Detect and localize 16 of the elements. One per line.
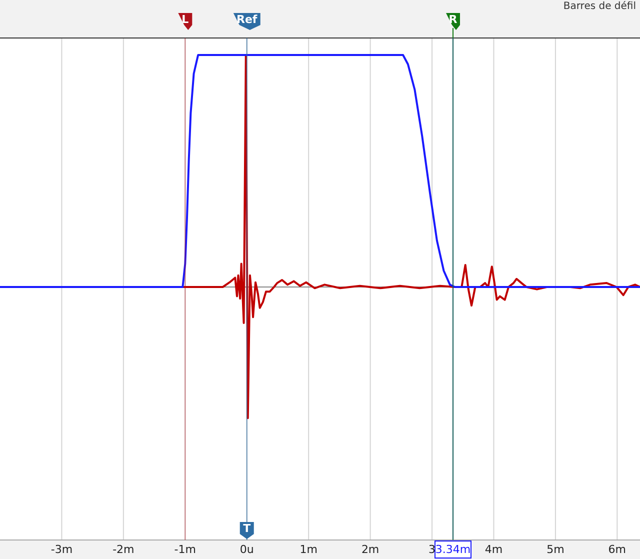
- ref-line-label: L: [182, 13, 189, 26]
- x-tick-label: 2m: [361, 543, 380, 556]
- ref-line-label: 3.34m: [435, 543, 471, 556]
- ref-line-label: T: [243, 522, 252, 535]
- x-tick-label: 6m: [608, 543, 626, 556]
- x-tick-label: 0u: [240, 543, 254, 556]
- x-tick-label: 1m: [300, 543, 318, 556]
- x-tick-label: -1m: [174, 543, 196, 556]
- x-tick-label: 3: [428, 543, 436, 556]
- x-tick-label: -2m: [112, 543, 134, 556]
- x-tick-label: 4m: [484, 543, 503, 556]
- x-tick-label: 5m: [546, 543, 564, 556]
- ref-line-label: Ref: [236, 13, 258, 26]
- x-tick-label: -3m: [50, 543, 73, 556]
- ref-line-label: R: [448, 13, 458, 26]
- text: Barres de défil: [563, 1, 636, 12]
